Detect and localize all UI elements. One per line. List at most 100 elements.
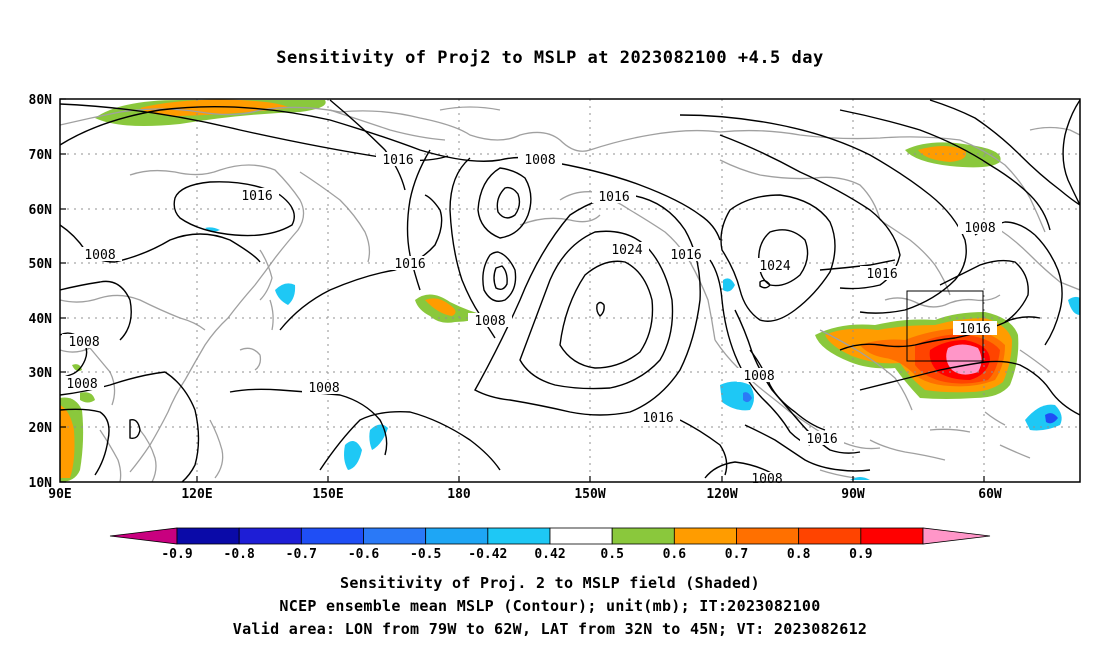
contour-labels: 1016 1008 1016 1016 1024 1016 1024 1016 … [60, 152, 1002, 487]
contour-label: 1016 [598, 190, 629, 205]
lat-label: 40N [29, 312, 53, 327]
shade-region-orange [140, 99, 290, 116]
colorbar-max-triangle [922, 527, 991, 545]
lat-label: 10N [29, 476, 53, 491]
coastline [879, 219, 951, 296]
contour-label: 1024 [611, 243, 642, 258]
lon-label: 150W [574, 487, 605, 502]
mslp-contour [60, 408, 110, 476]
mslp-contour [539, 159, 721, 241]
lat-label: 80N [29, 93, 53, 108]
mslp-contour [406, 149, 431, 291]
lon-label: 150E [312, 487, 343, 502]
coastline [99, 429, 122, 482]
mslp-contour [679, 419, 728, 476]
mslp-contour [482, 251, 517, 302]
footer-line-2: NCEP ensemble mean MSLP (Contour); unit(… [279, 597, 821, 615]
mslp-contour [759, 279, 771, 289]
lat-label: 50N [29, 257, 53, 272]
mslp-contour [60, 280, 132, 341]
lat-labels: 80N 70N 60N 50N 40N 30N 20N 10N [29, 93, 53, 491]
mslp-contour [319, 410, 501, 471]
contour-label: 1008 [84, 248, 115, 263]
mslp-contour [744, 424, 871, 472]
gridlines [60, 99, 1080, 482]
coastline [1029, 126, 1080, 136]
mslp-contour [859, 360, 1080, 416]
colorbar-label: -0.8 [224, 547, 255, 562]
coastline [959, 139, 1046, 233]
colorbar-label: -0.42 [468, 547, 507, 562]
shade-region-green [80, 392, 95, 403]
mslp-contour [704, 461, 781, 479]
mslp-contour [60, 105, 541, 162]
mslp-contour [474, 194, 701, 416]
lon-label: 120E [181, 487, 212, 502]
contour-label: 1008 [308, 381, 339, 396]
contour-label: 1016 [866, 267, 897, 282]
shade-region-blue [1045, 413, 1058, 424]
colorbar-label: -0.7 [286, 547, 317, 562]
tick-marks [60, 98, 985, 483]
contour-label: 1008 [743, 369, 774, 384]
mslp-contour [477, 167, 532, 239]
lat-label: 60N [29, 203, 53, 218]
colorbar-label: -0.6 [348, 547, 379, 562]
lon-labels: 90E 120E 150E 180 150W 120W 90W 60W [48, 487, 1002, 502]
coastline [269, 299, 274, 331]
mslp-contour [720, 194, 836, 322]
contour-label: 1016 [394, 257, 425, 272]
mslp-contour [60, 371, 166, 396]
coastline [719, 159, 881, 221]
colorbar-min-triangle [109, 527, 178, 545]
contour-label: 1016 [806, 432, 837, 447]
colorbar-swatch [176, 527, 240, 545]
mslp-contour [839, 316, 1041, 351]
contour-label: 1016 [382, 153, 413, 168]
coastline [60, 294, 206, 331]
lon-label: 90W [841, 487, 865, 502]
colorbar-swatch [798, 527, 862, 545]
lat-label: 20N [29, 421, 53, 436]
mslp-contour [929, 99, 1080, 206]
colorbar-swatch [487, 527, 551, 545]
coastline [209, 419, 224, 479]
chart-title: Sensitivity of Proj2 to MSLP at 20230821… [276, 48, 824, 68]
coastline [129, 164, 305, 473]
colorbar-label: 0.7 [725, 547, 748, 562]
coastline [259, 249, 273, 301]
contour-label: 1008 [68, 335, 99, 350]
coastline [1019, 349, 1051, 373]
coastline [999, 444, 1031, 459]
mslp-contour [164, 371, 200, 482]
shade-region-blue [723, 278, 735, 292]
coastline [929, 428, 971, 433]
mslp-contour [173, 181, 295, 237]
mslp-contour [496, 186, 521, 219]
colorbar-label: 0.9 [849, 547, 872, 562]
shade-region-blue [205, 227, 220, 232]
shade-region-blue [743, 392, 752, 403]
coastline [999, 229, 1080, 291]
footer-line-3: Valid area: LON from 79W to 62W, LAT fro… [232, 620, 868, 638]
contour-label: 1016 [959, 322, 990, 337]
mslp-contour [493, 265, 508, 291]
colorbar-swatch [425, 527, 489, 545]
coastline [984, 411, 1006, 426]
shade-region-blue [344, 441, 362, 470]
mslp-contour [519, 230, 674, 390]
mslp-contour [939, 259, 1029, 323]
contour-label: 1008 [66, 377, 97, 392]
mslp-contour [679, 114, 967, 314]
coastline [439, 106, 501, 111]
lon-label: 180 [447, 487, 471, 502]
mslp-contour [1062, 99, 1080, 206]
coastline [60, 347, 116, 406]
colorbar-swatch [300, 527, 364, 545]
colorbar-label: -0.9 [161, 547, 192, 562]
mslp-contour [1034, 234, 1063, 346]
colorbar-swatch [611, 527, 675, 545]
mslp-contour [734, 309, 861, 454]
colorbar-swatch [673, 527, 737, 545]
contour-label: 1008 [964, 221, 995, 236]
